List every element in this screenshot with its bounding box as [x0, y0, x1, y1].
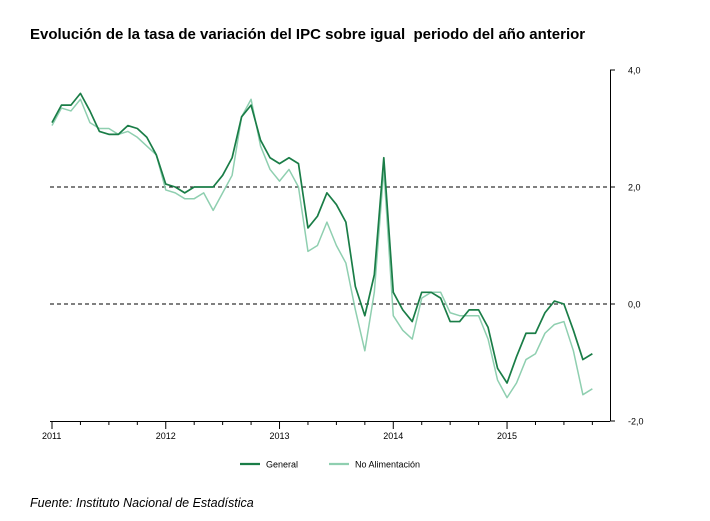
x-tick-label: 2014 [383, 431, 403, 441]
x-tick-label: 2013 [270, 431, 290, 441]
source-note: Fuente: Instituto Nacional de Estadístic… [30, 496, 254, 510]
chart-title: Evolución de la tasa de variación del IP… [30, 26, 586, 43]
y-tick-label: -2,0 [628, 417, 644, 427]
y-tick-label: 2,0 [628, 183, 641, 193]
tick-labels: 4,0 2,0 0,0 -2,0 2011 2012 2013 2014 2015 [42, 66, 644, 442]
x-tick-label: 2011 [42, 431, 61, 441]
series-line-general [51, 92, 593, 384]
y-tick-label: 4,0 [628, 66, 641, 76]
x-tick-label: 2012 [156, 431, 176, 441]
y-tick-label: 0,0 [628, 300, 641, 310]
series-layer [51, 92, 593, 399]
reference-lines [50, 186, 610, 305]
series-line-no-alimentacion [51, 98, 593, 399]
legend-label: General [266, 460, 298, 470]
chart-axes [50, 69, 615, 429]
legend: General No Alimentación [240, 460, 420, 470]
x-tick-label: 2015 [497, 431, 517, 441]
legend-label: No Alimentación [355, 460, 420, 470]
